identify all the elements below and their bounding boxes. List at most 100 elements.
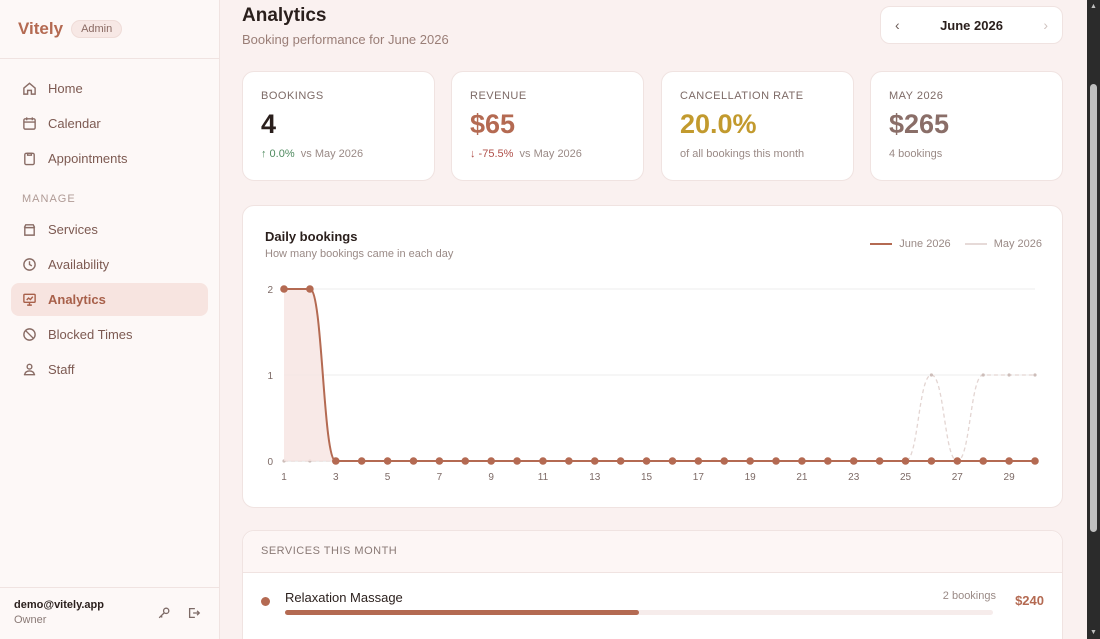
month-picker: ‹ June 2026 ›	[880, 6, 1063, 44]
x-tick-label: 17	[693, 472, 705, 483]
legend-label: June 2026	[899, 238, 951, 250]
logout-icon[interactable]	[187, 606, 201, 620]
stat-label: BOOKINGS	[261, 90, 324, 102]
main-content: Analytics Booking performance for June 2…	[220, 0, 1087, 639]
page-subtitle: Booking performance for June 2026	[242, 32, 449, 47]
chart-legend: June 2026 May 2026	[870, 238, 1042, 250]
brand-logo[interactable]: Vitely	[18, 19, 64, 38]
data-point-june	[720, 457, 729, 465]
clipboard-icon	[24, 152, 35, 166]
y-tick-label: 1	[267, 371, 273, 382]
month-label: June 2026	[940, 17, 1003, 33]
data-point-june	[280, 285, 288, 293]
sidebar-item-staff[interactable]: Staff	[11, 353, 208, 386]
stat-comparison: ↑ 0.0% vs May 2026	[261, 148, 416, 160]
data-point-june	[383, 457, 392, 465]
series-line-may	[284, 374, 1035, 462]
role-badge: Admin	[71, 20, 123, 38]
x-tick-label: 15	[641, 472, 653, 483]
data-point-june	[875, 457, 884, 465]
sidebar-nav: Home Calendar Appointments MANAGE Servic…	[0, 59, 219, 386]
x-tick-label: 9	[488, 472, 494, 483]
presentation-chart-icon	[23, 293, 36, 306]
data-point-may	[981, 373, 985, 377]
legend-swatch	[964, 243, 987, 245]
data-point-june	[979, 457, 988, 465]
nav-section-heading: MANAGE	[22, 193, 76, 205]
data-point-june	[772, 457, 780, 465]
sidebar-item-home[interactable]: Home	[11, 72, 208, 105]
service-revenue: $240	[1015, 593, 1044, 608]
x-tick-label: 7	[437, 472, 443, 483]
data-point-june	[1005, 457, 1013, 465]
sidebar-item-calendar[interactable]: Calendar	[11, 107, 208, 140]
x-tick-label: 25	[900, 472, 912, 483]
stat-value: 4	[261, 109, 277, 139]
legend-label: May 2026	[993, 238, 1042, 250]
scrollbar-thumb[interactable]	[1090, 84, 1097, 532]
scroll-up-arrow[interactable]: ▲	[1090, 3, 1097, 10]
sidebar-item-label: Services	[48, 222, 98, 237]
x-tick-label: 5	[385, 472, 391, 483]
chevron-right-icon[interactable]: ›	[1043, 17, 1048, 33]
x-tick-label: 13	[589, 472, 601, 483]
legend-item-may[interactable]: May 2026	[964, 238, 1042, 250]
service-booking-count: 2 bookings	[942, 590, 996, 602]
key-icon[interactable]	[157, 606, 171, 620]
staff-icon	[23, 363, 36, 376]
stat-note: of all bookings this month	[680, 148, 805, 160]
x-tick-label: 11	[538, 472, 549, 483]
x-tick-label: 19	[745, 472, 757, 483]
stat-compare-label: vs May 2026	[519, 148, 582, 160]
user-panel: demo@vitely.app Owner	[0, 587, 219, 639]
stat-card-previous-month: MAY 2026 $265 4 bookings	[870, 71, 1063, 181]
data-point-june	[668, 457, 677, 465]
sidebar-item-label: Availability	[48, 257, 110, 272]
x-tick-label: 27	[952, 472, 964, 483]
data-point-june	[461, 457, 470, 465]
data-point-june	[824, 457, 832, 465]
sidebar-item-availability[interactable]: Availability	[11, 248, 208, 281]
daily-bookings-chart-card: 0 1 2 1 3 5 7 9 11 13 15 17 19 21 23 25 27 29 Daily booki…	[242, 205, 1063, 508]
chart-subtitle: How many bookings came in each day	[265, 248, 454, 260]
data-point-june	[1031, 457, 1039, 465]
data-point-june	[357, 457, 366, 465]
scroll-down-arrow[interactable]: ▼	[1090, 629, 1097, 636]
data-point-june	[849, 457, 858, 465]
sidebar-item-services[interactable]: Services	[11, 213, 208, 246]
y-tick-label: 2	[267, 285, 273, 296]
sidebar: Vitely Admin Home Calendar Appointments …	[0, 0, 220, 639]
chart-title: Daily bookings	[265, 229, 358, 244]
sidebar-item-label: Analytics	[48, 292, 106, 307]
data-point-june	[901, 457, 910, 465]
data-point-june	[642, 457, 651, 465]
service-color-dot	[261, 597, 270, 606]
sidebar-item-label: Calendar	[48, 116, 101, 131]
sidebar-item-label: Home	[48, 81, 83, 96]
stat-value: $65	[470, 109, 516, 139]
sidebar-item-blocked-times[interactable]: Blocked Times	[11, 318, 208, 351]
data-point-june	[616, 457, 625, 465]
stat-label: MAY 2026	[889, 90, 944, 102]
chevron-left-icon[interactable]: ‹	[895, 17, 900, 33]
legend-item-june[interactable]: June 2026	[870, 238, 951, 250]
page-scrollbar[interactable]: ▲ ▼	[1087, 0, 1100, 639]
service-row[interactable]: Relaxation Massage 2 bookings $240	[243, 573, 1062, 629]
data-point-june	[565, 457, 573, 465]
data-point-june	[331, 457, 340, 465]
home-icon	[23, 82, 36, 95]
sidebar-item-analytics[interactable]: Analytics	[11, 283, 208, 316]
sidebar-item-appointments[interactable]: Appointments	[11, 142, 208, 175]
stat-card-revenue: REVENUE $65 ↓ -75.5% vs May 2026	[451, 71, 644, 181]
stat-card-bookings: BOOKINGS 4 ↑ 0.0% vs May 2026	[242, 71, 435, 181]
data-point-june	[306, 285, 314, 293]
x-tick-label: 23	[848, 472, 860, 483]
stat-value: $265	[889, 109, 950, 139]
services-header: SERVICES THIS MONTH	[243, 531, 1062, 573]
data-point-june	[435, 457, 444, 465]
data-point-june	[590, 457, 599, 465]
data-point-may	[1007, 373, 1011, 377]
user-actions	[157, 606, 201, 620]
data-point-may	[1033, 373, 1037, 377]
